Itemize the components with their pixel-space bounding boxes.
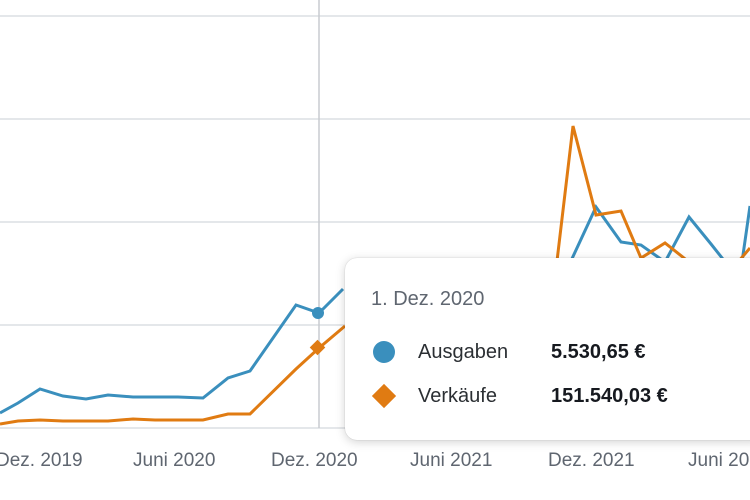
diamond-marker-icon	[371, 383, 397, 409]
circle-marker-icon	[373, 341, 395, 363]
series-line-verkaeufe	[0, 324, 346, 426]
x-tick-label: Juni 2021	[410, 450, 492, 471]
x-tick-label: Juni 20	[688, 450, 749, 471]
tooltip-series-value: 5.530,65 €	[551, 340, 646, 363]
tooltip-series-value: 151.540,03 €	[551, 384, 668, 407]
x-axis: Dez. 2019 Juni 2020 Dez. 2020 Juni 2021 …	[0, 450, 749, 471]
tooltip-date: 1. Dez. 2020	[371, 288, 485, 310]
hover-point-ausgaben	[312, 307, 324, 319]
x-tick-label: Dez. 2021	[548, 450, 635, 471]
series-line-ausgaben	[0, 287, 345, 415]
tooltip-row-verkaeufe: Verkäufe 151.540,03 €	[371, 382, 668, 410]
x-tick-label: Juni 2020	[133, 450, 215, 471]
tooltip-row-ausgaben: Ausgaben 5.530,65 €	[373, 338, 646, 366]
series-line-verkaeufe-right	[555, 125, 750, 272]
chart-tooltip: 1. Dez. 2020 Ausgaben 5.530,65 € Verkäuf…	[345, 258, 750, 440]
tooltip-series-label: Ausgaben	[418, 340, 509, 363]
x-tick-label: Dez. 2020	[271, 450, 358, 471]
x-tick-label: Dez. 2019	[0, 450, 83, 471]
tooltip-series-label: Verkäufe	[418, 384, 497, 407]
